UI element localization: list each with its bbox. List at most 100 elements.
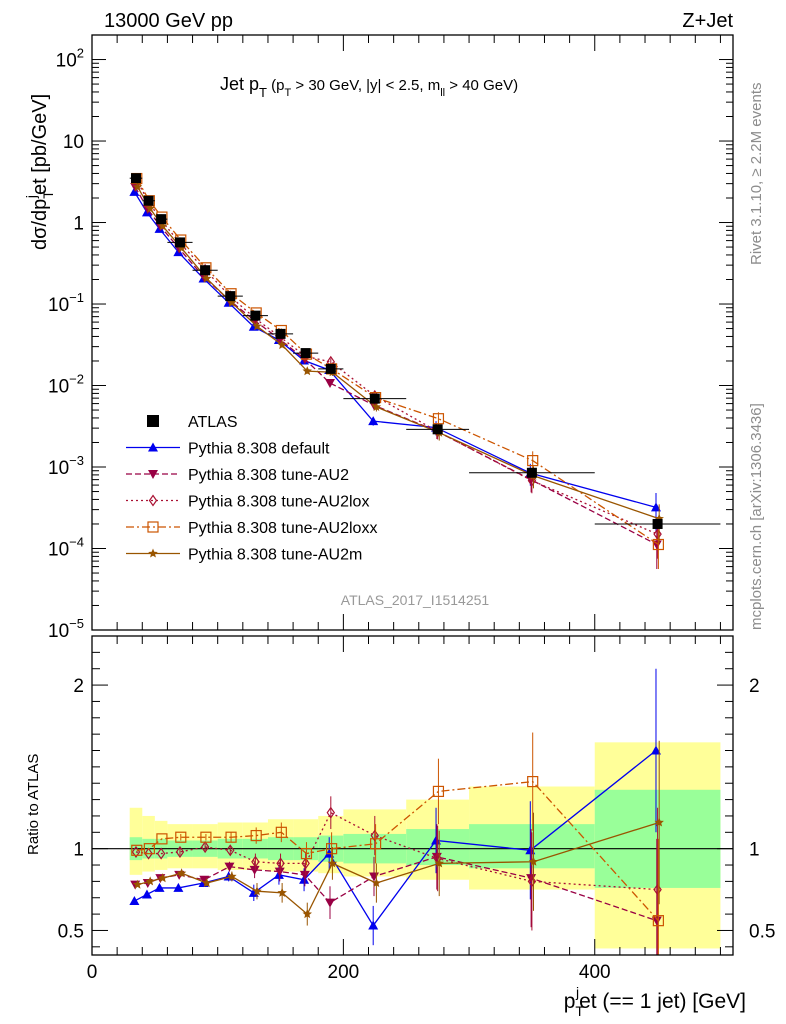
ratio-y-tick-label: 1 — [73, 840, 84, 861]
star-marker — [277, 887, 287, 897]
ratio-y-tick-label-right: 0.5 — [749, 921, 775, 942]
star-marker — [371, 878, 382, 888]
y-tick-label: 10−1 — [48, 290, 84, 316]
plot-title-sub: T — [259, 85, 267, 100]
open-square-marker — [652, 915, 664, 927]
open-square-marker — [250, 829, 262, 842]
ratio-y-tick-label-right: 2 — [749, 676, 760, 697]
y-tick-label-base: 10 — [48, 621, 69, 642]
y-tick-label-exponent: −3 — [69, 453, 84, 468]
ratio-y-tick-label-right: 1 — [749, 840, 760, 861]
mcplots-reference-label: mcplots.cern.ch [arXiv:1306.3436] — [748, 403, 765, 630]
triangle-down-marker — [325, 379, 336, 389]
legend: ATLAS Pythia 8.308 default Pythia 8.308 tu… — [126, 414, 377, 564]
legend-entry: Pythia 8.308 tune-AU2 — [188, 467, 349, 484]
ratio-series-line — [135, 811, 658, 891]
star-marker — [145, 876, 155, 886]
x-tick-label: 0 — [87, 962, 98, 983]
x-axis-label-sup: j — [575, 984, 579, 1000]
rivet-version-label: Rivet 3.1.10, ≥ 2.2M events — [748, 83, 765, 266]
diamond-marker — [276, 857, 285, 870]
plot-title: Jet pT (pT > 30 GeV, |y| < 2.5, mll > 40… — [220, 74, 518, 100]
plot-title-cut-sub: T — [285, 87, 292, 99]
ratio-y-tick-label: 0.5 — [58, 921, 84, 942]
y-tick-label: 10−4 — [48, 535, 84, 561]
y-tick-label-base: 10 — [48, 540, 69, 561]
star-marker — [302, 366, 312, 376]
open-square-marker — [432, 413, 445, 425]
ratio-y-tick-label: 2 — [73, 676, 84, 697]
open-square-marker — [326, 843, 338, 855]
diamond-marker — [144, 847, 153, 860]
diamond-marker — [156, 847, 166, 860]
series-line — [136, 178, 659, 546]
y-tick-label-base: 10 — [48, 377, 69, 398]
triangle-down-marker — [224, 862, 235, 872]
star-marker — [145, 203, 155, 213]
y-tick-label: 1 — [73, 214, 84, 235]
open-square-marker — [300, 847, 313, 860]
star-marker — [176, 868, 187, 878]
x-axis-label: pTjet (== 1 jet) [GeV] — [564, 984, 746, 1019]
legend-entry: Pythia 8.308 tune-AU2loxx — [188, 520, 377, 537]
star-marker — [227, 297, 237, 307]
top-y-axis-label-b: et [pb/GeV] — [29, 94, 51, 195]
ratio-panel-frame — [91, 635, 734, 956]
diamond-marker — [200, 840, 210, 854]
y-tick-label-base: 10 — [56, 51, 77, 72]
diamond-marker — [226, 844, 235, 857]
diamond-marker — [653, 883, 662, 896]
y-tick-label-exponent: −5 — [69, 616, 84, 631]
atlas-data-point — [432, 424, 443, 435]
open-square-marker — [131, 844, 143, 856]
analysis-watermark: ATLAS_2017_I1514251 — [341, 592, 490, 608]
star-marker — [327, 858, 338, 868]
triangle-up-marker — [173, 882, 184, 892]
star-marker — [132, 182, 143, 191]
x-tick-label: 200 — [328, 962, 360, 983]
triangle-down-marker — [274, 867, 285, 877]
header-collision-label: 13000 GeV pp — [104, 10, 233, 32]
y-tick-label-base: 10 — [48, 458, 69, 479]
ratio-panel: 0 200 400 0.5 0.5 1 1 2 2 — [58, 635, 775, 983]
atlas-data-point — [200, 265, 211, 276]
open-square-marker — [156, 833, 168, 845]
atlas-data-point — [225, 291, 236, 302]
atlas-data-point — [156, 214, 167, 225]
open-square-marker — [143, 843, 155, 855]
star-marker — [158, 221, 168, 231]
y-tick-label: 10−5 — [48, 616, 84, 642]
atlas-data-point — [250, 310, 261, 321]
legend-entry: Pythia 8.308 default — [188, 441, 330, 458]
open-square-marker — [147, 521, 159, 533]
legend-entry: Pythia 8.308 tune-AU2m — [188, 547, 362, 564]
triangle-down-marker — [299, 870, 310, 880]
top-panel-frame — [91, 34, 734, 631]
open-square-marker — [200, 831, 212, 843]
legend-entry: Pythia 8.308 tune-AU2lox — [188, 494, 369, 511]
ratio-series-line — [134, 750, 657, 927]
top-y-axis-label-sup: j — [23, 195, 39, 199]
diamond-marker — [527, 474, 537, 487]
triangle-down-marker — [651, 916, 662, 926]
atlas-data-point — [130, 173, 141, 184]
open-square-marker — [527, 455, 539, 467]
star-marker — [202, 273, 212, 283]
triangle-up-marker — [650, 745, 661, 755]
diamond-marker — [175, 845, 185, 858]
plot-title-cut-rest: > 30 GeV, |y| < 2.5, m — [291, 77, 440, 94]
triangle-up-marker — [368, 920, 379, 930]
y-tick-label-exponent: −2 — [69, 372, 84, 387]
star-marker — [302, 909, 312, 919]
triangle-down-marker — [199, 875, 210, 885]
star-marker — [277, 340, 287, 350]
triangle-up-marker — [141, 889, 152, 899]
plot-title-cut-sub2: ll — [440, 87, 445, 99]
y-tick-label-exponent: −4 — [69, 535, 84, 550]
top-y-axis-label-sub: T — [40, 190, 56, 199]
diamond-marker — [370, 829, 380, 842]
x-axis-label-b: et (== 1 jet) [GeV] — [579, 990, 746, 1013]
star-marker — [371, 402, 382, 411]
